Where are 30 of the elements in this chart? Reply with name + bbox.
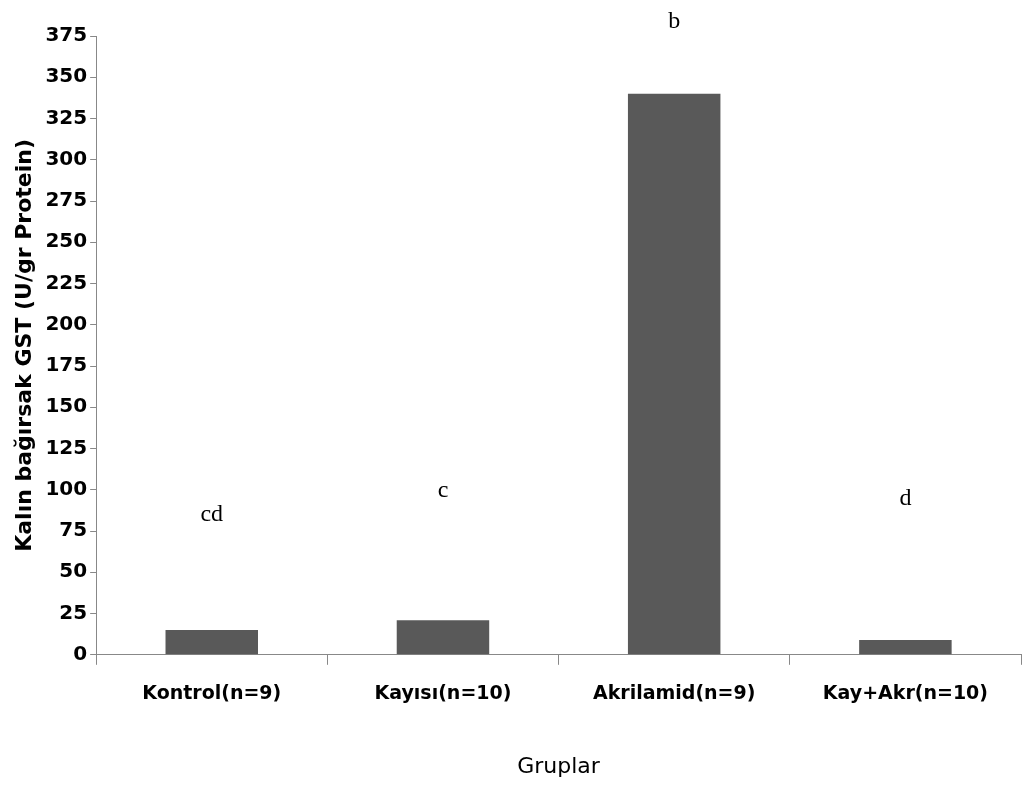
y-tick-label: 200 [45,310,88,335]
x-tick-label: Kay+Akr(n=10) [822,681,989,704]
y-tick-label: 0 [73,641,88,665]
y-tick-label: 375 [45,22,88,47]
annotation: cd [200,500,224,527]
bar [627,93,721,655]
y-tick-label: 100 [45,475,88,500]
y-tick-label: 250 [45,228,88,253]
y-tick-label: 350 [45,63,88,88]
annotation: d [899,484,912,511]
y-tick-label: 300 [45,145,88,170]
bar [165,630,258,655]
y-tick-label: 125 [45,434,88,459]
y-tick-label: 175 [45,352,88,377]
x-tick-label: Kayısı(n=10) [374,681,512,704]
y-tick-label: 150 [45,393,88,418]
x-tick-label: Akrilamid(n=9) [592,681,756,704]
text: b [668,7,681,34]
x-tick-label: Kontrol(n=9) [142,681,282,704]
x-axis-title: Gruplar [517,752,601,778]
bar [859,639,952,655]
y-tick-label: 275 [45,187,88,212]
y-tick-label: 75 [59,517,88,542]
y-axis-title: Kalın bağırsak GST (U/gr Protein) [10,138,36,552]
annotation: c [437,476,449,503]
y-tick-label: 225 [45,269,88,294]
bar [396,620,490,655]
y-tick-label: 50 [59,558,88,583]
y-tick-label: 25 [59,599,88,624]
y-tick-label: 325 [45,104,88,129]
